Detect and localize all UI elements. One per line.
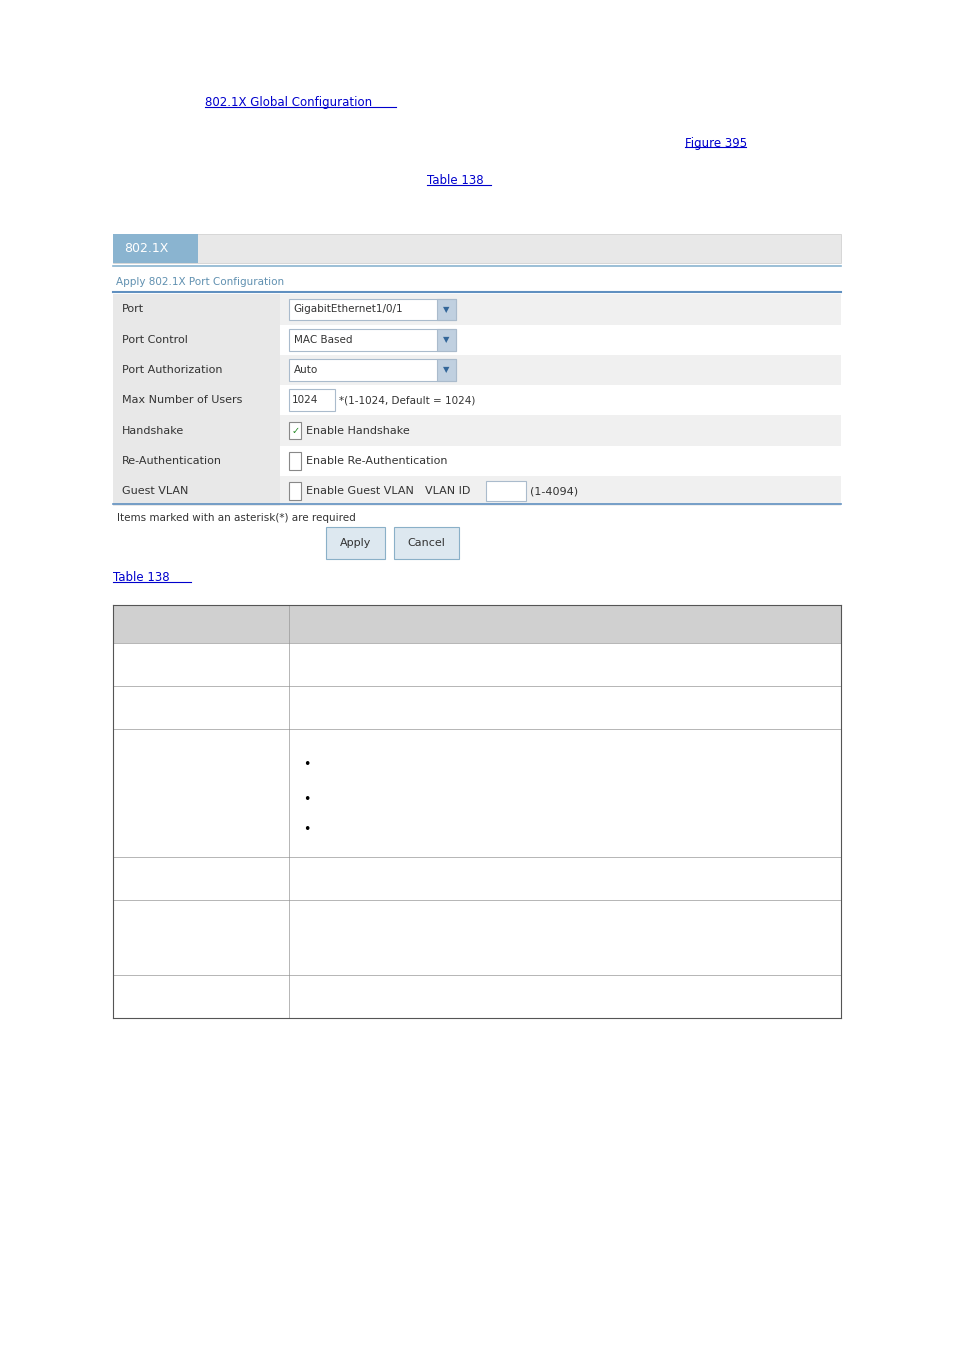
Text: Items marked with an asterisk(*) are required: Items marked with an asterisk(*) are req… (117, 513, 355, 524)
Bar (112, 643, 841, 686)
Text: Apply 802.1X Port Configuration: Apply 802.1X Port Configuration (116, 277, 284, 288)
Text: ✓: ✓ (291, 425, 299, 436)
Bar (289, 329, 456, 351)
Text: Table 138: Table 138 (427, 174, 483, 188)
Text: Handshake: Handshake (122, 425, 184, 436)
Bar (289, 482, 301, 500)
Text: Table 138: Table 138 (112, 571, 169, 585)
Text: Enable Handshake: Enable Handshake (306, 425, 410, 436)
Bar (112, 234, 198, 263)
Bar (112, 857, 841, 900)
Text: Enable Re-Authentication: Enable Re-Authentication (306, 456, 447, 466)
Text: 1024: 1024 (292, 396, 318, 405)
Text: ▼: ▼ (443, 335, 449, 344)
Bar (112, 385, 279, 416)
Bar (112, 477, 279, 506)
Bar (112, 605, 841, 643)
Text: •: • (303, 792, 311, 806)
Bar (279, 477, 841, 506)
Text: •: • (303, 759, 311, 771)
Bar (279, 324, 841, 355)
Bar (394, 526, 458, 559)
Text: ▼: ▼ (443, 305, 449, 315)
Bar (279, 416, 841, 446)
Text: Port Control: Port Control (122, 335, 188, 344)
Text: Apply: Apply (340, 537, 371, 548)
Text: *(1-1024, Default = 1024): *(1-1024, Default = 1024) (338, 396, 475, 405)
Text: •: • (303, 822, 311, 836)
Bar (289, 298, 456, 320)
Bar (112, 900, 841, 975)
Bar (112, 355, 279, 385)
Bar (289, 421, 301, 439)
Text: Port: Port (122, 305, 144, 315)
Text: Port Authorization: Port Authorization (122, 364, 222, 375)
Text: 802.1X: 802.1X (124, 242, 169, 255)
Bar (112, 446, 279, 477)
Bar (112, 294, 279, 324)
Text: Cancel: Cancel (407, 537, 445, 548)
Bar (289, 359, 456, 381)
Bar (279, 355, 841, 385)
Bar (279, 294, 841, 324)
Text: Enable Guest VLAN: Enable Guest VLAN (306, 486, 414, 495)
Text: (1-4094): (1-4094) (530, 486, 578, 495)
Bar (112, 975, 841, 1018)
Bar (112, 686, 841, 729)
Bar (112, 234, 841, 263)
Bar (289, 452, 301, 470)
Text: GigabitEthernet1/0/1: GigabitEthernet1/0/1 (294, 305, 403, 315)
Text: Auto: Auto (294, 364, 317, 375)
Bar (485, 481, 525, 501)
Text: ▼: ▼ (443, 366, 449, 374)
Bar (112, 416, 279, 446)
Text: 802.1X Global Configuration: 802.1X Global Configuration (205, 96, 372, 109)
Bar (436, 298, 456, 320)
Bar (112, 729, 841, 857)
Text: MAC Based: MAC Based (294, 335, 352, 344)
Text: Guest VLAN: Guest VLAN (122, 486, 189, 495)
Bar (436, 359, 456, 381)
Bar (289, 389, 335, 412)
Bar (279, 446, 841, 477)
Text: Max Number of Users: Max Number of Users (122, 396, 242, 405)
Bar (326, 526, 385, 559)
Bar (112, 324, 279, 355)
Text: VLAN ID: VLAN ID (425, 486, 471, 495)
Text: Re-Authentication: Re-Authentication (122, 456, 222, 466)
Text: Figure 395: Figure 395 (684, 136, 746, 150)
Bar (436, 329, 456, 351)
Bar (279, 385, 841, 416)
